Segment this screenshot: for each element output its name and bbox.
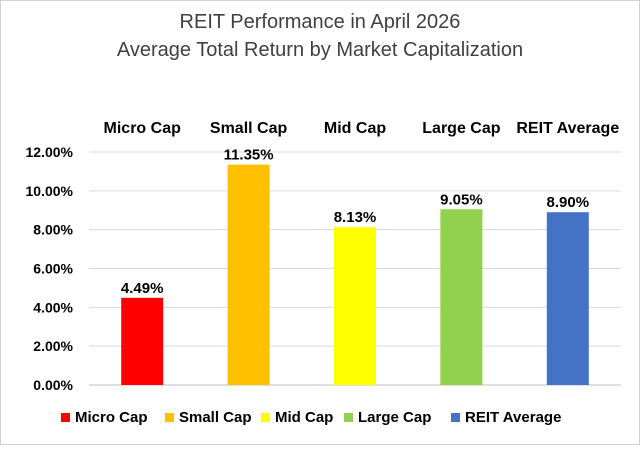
chart-subtitle: Average Total Return by Market Capitaliz… — [117, 39, 523, 61]
legend-swatch-reit-average — [451, 413, 460, 422]
legend-label-small-cap: Small Cap — [179, 409, 252, 426]
chart-title: REIT Performance in April 2026 — [180, 11, 461, 33]
y-tick-label: 4.00% — [33, 299, 73, 315]
bars — [121, 164, 589, 385]
bar-large-cap — [440, 209, 483, 385]
data-label-small-cap: 11.35% — [224, 147, 274, 164]
category-label-micro-cap: Micro Cap — [104, 120, 182, 137]
bar-micro-cap — [121, 297, 164, 385]
y-tick-label: 6.00% — [33, 261, 73, 277]
data-label-large-cap: 9.05% — [440, 191, 483, 208]
data-label-mid-cap: 8.13% — [334, 209, 377, 226]
bar-mid-cap — [334, 227, 376, 385]
data-label-reit-average: 8.90% — [547, 194, 590, 211]
y-tick-label: 10.00% — [26, 183, 74, 199]
legend-swatch-large-cap — [344, 413, 353, 422]
legend-label-large-cap: Large Cap — [358, 409, 431, 426]
bar-reit-average — [546, 212, 589, 385]
legend-label-mid-cap: Mid Cap — [275, 409, 333, 426]
legend: Micro Cap Small Cap Mid Cap Large Cap REIT A… — [61, 409, 561, 426]
legend-swatch-mid-cap — [261, 413, 270, 422]
y-tick-label: 2.00% — [33, 338, 73, 354]
category-label-large-cap: Large Cap — [422, 120, 500, 137]
data-labels: 4.49% 11.35% 8.13% 9.05% 8.90% — [121, 147, 589, 297]
y-axis-ticks: 0.00% 2.00% 4.00% 6.00% 8.00% 10.00% 12.00% — [26, 144, 74, 393]
data-label-micro-cap: 4.49% — [121, 280, 164, 297]
bar-small-cap — [227, 164, 270, 385]
category-label-reit-average: REIT Average — [516, 120, 619, 137]
legend-label-micro-cap: Micro Cap — [75, 409, 148, 426]
legend-label-reit-average: REIT Average — [465, 409, 561, 426]
category-label-mid-cap: Mid Cap — [324, 120, 386, 137]
legend-swatch-small-cap — [165, 413, 174, 422]
y-tick-label: 0.00% — [33, 377, 73, 393]
y-tick-label: 8.00% — [33, 222, 73, 238]
category-labels: Micro Cap Small Cap Mid Cap Large Cap REIT A… — [104, 120, 620, 137]
y-tick-label: 12.00% — [26, 144, 74, 160]
category-label-small-cap: Small Cap — [210, 120, 288, 137]
legend-swatch-micro-cap — [61, 413, 70, 422]
